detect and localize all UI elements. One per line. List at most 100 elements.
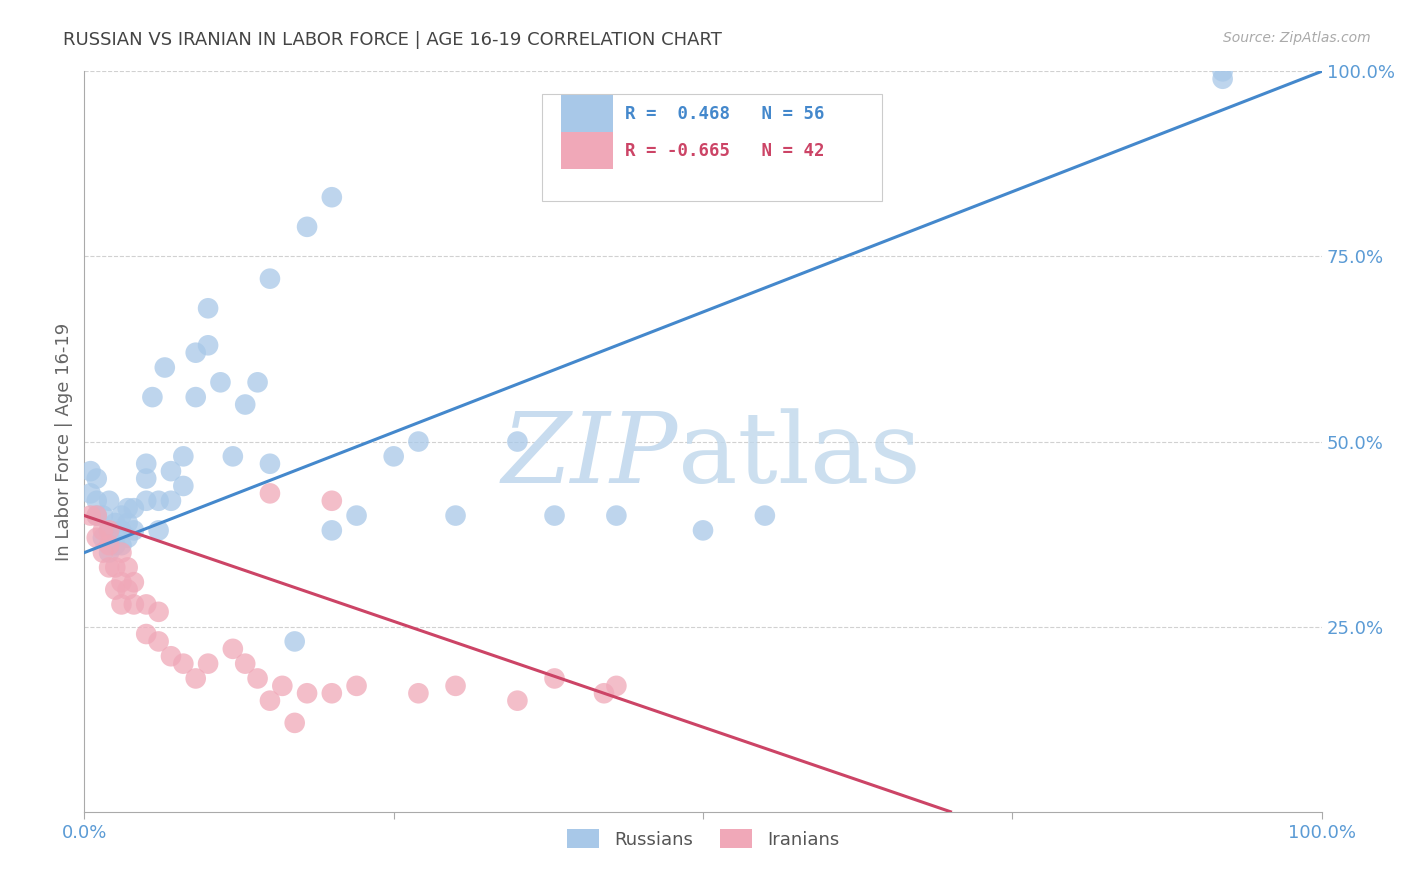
Point [543, 508, 565, 523]
Point [98, 560, 121, 574]
Point [104, 516, 127, 530]
Point [246, 376, 269, 390]
Point [98, 524, 121, 538]
Point [148, 605, 170, 619]
Point [233, 398, 256, 412]
Point [117, 501, 139, 516]
Point [122, 501, 145, 516]
Point [79, 508, 101, 523]
Point [110, 524, 132, 538]
Point [160, 493, 183, 508]
Point [259, 457, 281, 471]
Point [1212, 64, 1234, 78]
Point [110, 598, 132, 612]
Point [135, 627, 157, 641]
Point [184, 345, 207, 359]
Point [172, 657, 194, 671]
Point [295, 219, 318, 234]
Point [117, 516, 139, 530]
Point [184, 390, 207, 404]
Point [408, 686, 430, 700]
Point [172, 450, 194, 464]
FancyBboxPatch shape [561, 95, 613, 132]
FancyBboxPatch shape [561, 132, 613, 169]
Point [117, 560, 139, 574]
Point [444, 679, 467, 693]
Point [110, 538, 132, 552]
Point [110, 508, 132, 523]
Point [197, 338, 219, 352]
Point [321, 686, 343, 700]
Point [506, 434, 529, 449]
Point [222, 641, 245, 656]
Point [117, 582, 139, 597]
Y-axis label: In Labor Force | Age 16-19: In Labor Force | Age 16-19 [55, 322, 73, 561]
Point [86, 508, 108, 523]
Point [135, 457, 157, 471]
Point [295, 686, 318, 700]
Point [135, 493, 157, 508]
Text: R = -0.665   N = 42: R = -0.665 N = 42 [626, 142, 824, 160]
Point [98, 538, 121, 552]
Point [754, 508, 776, 523]
Point [117, 531, 139, 545]
Point [153, 360, 176, 375]
Point [506, 694, 529, 708]
Point [91, 508, 114, 523]
Point [104, 560, 127, 574]
Point [160, 464, 183, 478]
Point [135, 471, 157, 485]
Point [209, 376, 232, 390]
Point [122, 598, 145, 612]
Point [135, 598, 157, 612]
Point [408, 434, 430, 449]
Text: ZIP: ZIP [502, 409, 678, 504]
Point [110, 546, 132, 560]
Point [122, 524, 145, 538]
Text: Source: ZipAtlas.com: Source: ZipAtlas.com [1223, 31, 1371, 45]
Text: R =  0.468   N = 56: R = 0.468 N = 56 [626, 104, 824, 123]
Point [79, 486, 101, 500]
Point [444, 508, 467, 523]
Point [148, 634, 170, 648]
Point [197, 657, 219, 671]
Point [259, 694, 281, 708]
Point [284, 634, 307, 648]
Point [172, 479, 194, 493]
Point [321, 524, 343, 538]
Point [148, 493, 170, 508]
Point [86, 531, 108, 545]
Point [259, 486, 281, 500]
Point [110, 575, 132, 590]
Point [86, 508, 108, 523]
Point [233, 657, 256, 671]
Point [692, 524, 714, 538]
Point [86, 471, 108, 485]
Point [160, 649, 183, 664]
Point [284, 715, 307, 730]
Point [104, 538, 127, 552]
Point [271, 679, 294, 693]
Point [86, 493, 108, 508]
Point [1212, 71, 1234, 86]
Point [98, 524, 121, 538]
Point [91, 546, 114, 560]
Point [122, 575, 145, 590]
Text: atlas: atlas [678, 409, 921, 504]
Point [382, 450, 405, 464]
FancyBboxPatch shape [543, 94, 883, 201]
Point [593, 686, 616, 700]
Point [246, 672, 269, 686]
Point [605, 508, 627, 523]
Point [141, 390, 163, 404]
Point [543, 672, 565, 686]
Point [98, 546, 121, 560]
Point [148, 524, 170, 538]
Point [321, 493, 343, 508]
Point [346, 508, 368, 523]
Point [98, 493, 121, 508]
Legend: Russians, Iranians: Russians, Iranians [560, 822, 846, 856]
Point [321, 190, 343, 204]
Point [197, 301, 219, 316]
Text: RUSSIAN VS IRANIAN IN LABOR FORCE | AGE 16-19 CORRELATION CHART: RUSSIAN VS IRANIAN IN LABOR FORCE | AGE … [63, 31, 723, 49]
